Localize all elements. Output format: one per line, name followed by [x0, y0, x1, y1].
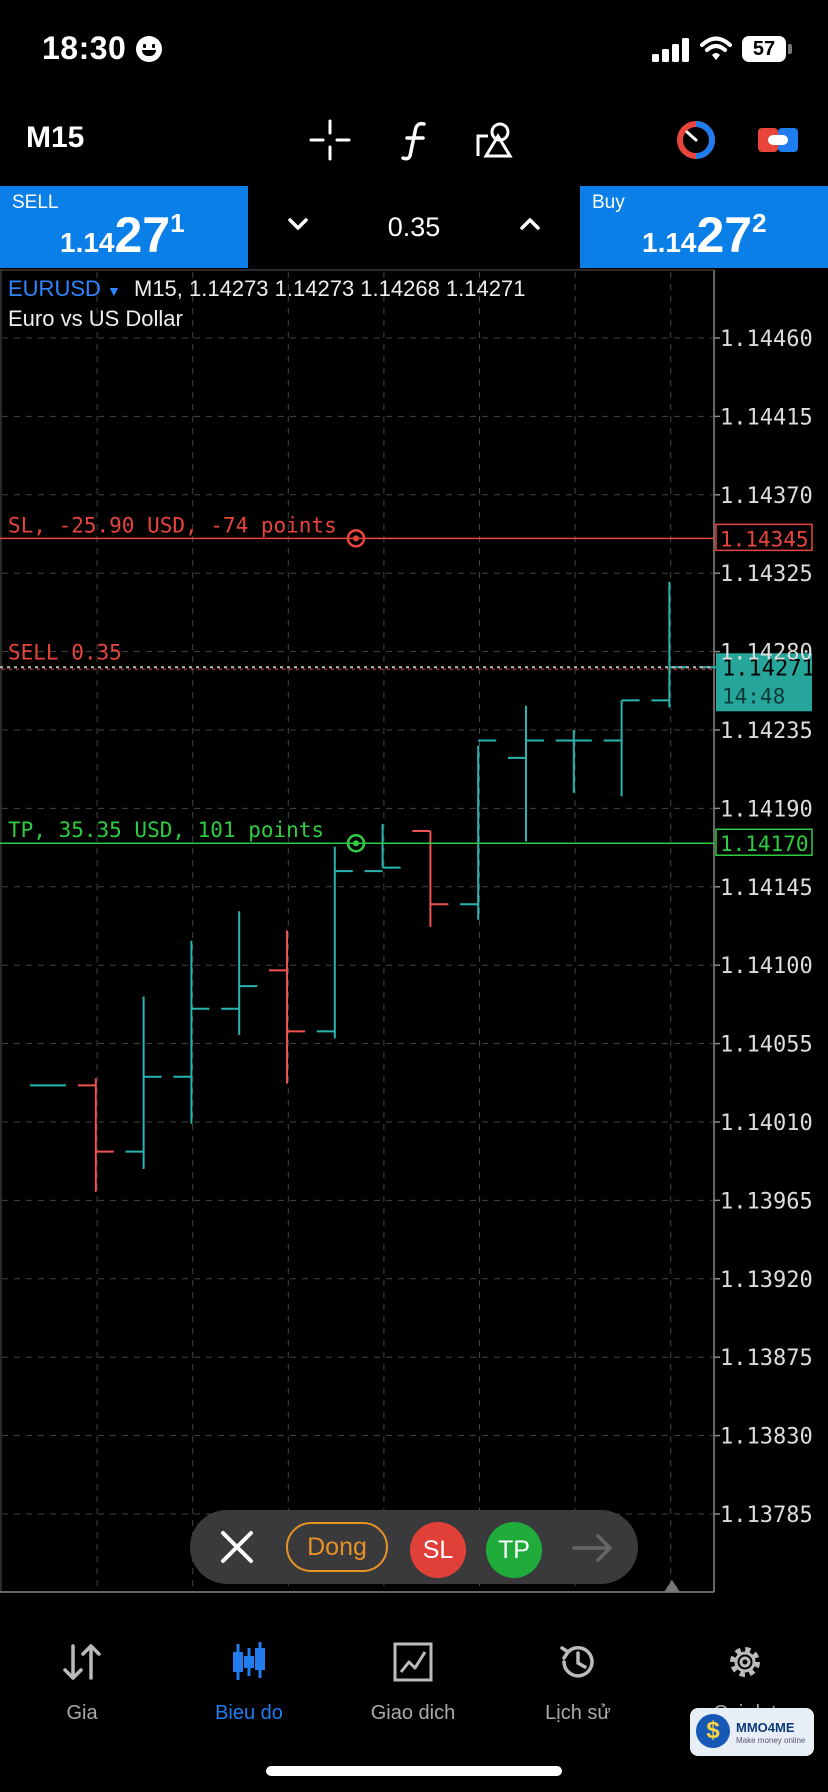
nav-label: Giao dich: [370, 1702, 456, 1724]
ohlc-bar: [460, 739, 497, 920]
price-axis-label: 1.14010: [720, 1111, 813, 1136]
price-axis-label: 1.14370: [720, 484, 813, 509]
battery-indicator: 57: [742, 36, 786, 62]
timeframe-button[interactable]: M15: [26, 121, 85, 154]
ohlc-bar: [221, 911, 258, 1035]
battery-tip: [788, 44, 792, 54]
buy-button[interactable]: Buy 1.14272: [580, 186, 828, 268]
crosshair-icon[interactable]: [308, 118, 352, 162]
stop-loss-tag: 1.14345: [720, 527, 809, 551]
chevron-down-icon[interactable]: [280, 206, 316, 242]
smile-icon: [136, 36, 162, 62]
nav-trade[interactable]: Giao dich: [353, 1640, 473, 1725]
chart-bars: [30, 581, 783, 1192]
price-axis-label: 1.14190: [720, 797, 813, 822]
ohlc-bar: [125, 996, 162, 1170]
stop-loss-handle-dot: [353, 535, 359, 542]
take-profit-tag: 1.14170: [720, 832, 809, 856]
price-axis-label: 1.14100: [720, 954, 813, 979]
price-axis-label: 1.14280: [720, 641, 813, 666]
current-price-tag: 1.14271: [722, 656, 815, 681]
take-profit-label: TP, 35.35 USD, 101 points: [8, 818, 324, 842]
one-click-trading-icon[interactable]: [756, 118, 800, 162]
close-icon[interactable]: [214, 1524, 260, 1570]
gear-icon: [730, 1647, 760, 1677]
line-chart-icon: [393, 1642, 433, 1682]
status-time: 18:30: [42, 30, 127, 66]
history-icon: [560, 1646, 594, 1678]
nav-quotes[interactable]: Gia: [22, 1640, 142, 1725]
arrows-up-down-icon: [63, 1644, 101, 1680]
ohlc-bar: [77, 1078, 114, 1192]
ohlc-bar: [316, 846, 353, 1039]
buy-label: Buy: [592, 192, 625, 213]
price-chart[interactable]: SL, -25.90 USD, -74 points 1.14345 SELL 0.…: [0, 268, 828, 1598]
trade-lines: SL, -25.90 USD, -74 points 1.14345 SELL 0.…: [0, 513, 815, 856]
chart-grid: [0, 269, 715, 1593]
current-price-tag-box: [716, 653, 812, 712]
price-axis-label: 1.14325: [720, 562, 813, 587]
ohlc-bar: [651, 581, 688, 708]
ohlc-bar: [364, 824, 401, 873]
stop-loss-handle-icon: [346, 529, 366, 548]
ohlc-bar: [412, 830, 449, 927]
price-axis-label: 1.13785: [720, 1503, 813, 1528]
stop-loss-label: SL, -25.90 USD, -74 points: [8, 513, 337, 537]
price-axis-label: 1.13875: [720, 1346, 813, 1371]
chart-ohlc: M15, 1.14273 1.14273 1.14268 1.14271: [134, 276, 526, 301]
take-profit-handle-dot: [353, 840, 359, 847]
bar-countdown-label: 14:48: [722, 684, 785, 708]
price-axis-label: 1.14415: [720, 405, 813, 430]
sell-position-label: SELL 0.35: [8, 640, 122, 664]
scroll-marker-icon: [664, 1580, 680, 1592]
take-profit-button[interactable]: TP: [486, 1522, 542, 1578]
trade-mode-icon[interactable]: [674, 118, 718, 162]
sell-price: 1.14271: [60, 207, 185, 263]
ohlc-bar: [555, 730, 592, 793]
close-position-button[interactable]: Dong: [286, 1522, 388, 1572]
nav-label: Lịch sử: [545, 1702, 611, 1724]
candlestick-icon: [233, 1642, 265, 1680]
dollar-coin-icon: $: [696, 1714, 730, 1748]
chart-symbol[interactable]: EURUSD ▼: [8, 276, 121, 301]
ohlc-bar: [269, 930, 305, 1084]
price-axis-label: 1.13830: [720, 1425, 813, 1450]
nav-chart[interactable]: Bieu do: [189, 1640, 309, 1725]
price-axis-label: 1.14055: [720, 1033, 813, 1058]
price-axis-label: 1.13920: [720, 1268, 813, 1293]
time-axis-label: 10 Jun 11:00: [4, 1597, 163, 1598]
chart-description: Euro vs US Dollar: [8, 306, 183, 331]
wifi-icon: [700, 36, 732, 60]
price-axis-label: 1.14460: [720, 327, 813, 352]
nav-label: Bieu do: [215, 1702, 283, 1724]
nav-label: Gia: [66, 1702, 98, 1724]
time-axis-label: 10 Jun 14:00: [580, 1597, 739, 1598]
objects-icon[interactable]: [474, 118, 518, 162]
price-axis-label: 1.14145: [720, 876, 813, 901]
time-axis-label: 10 Jun 12:00: [196, 1597, 355, 1598]
ohlc-bar: [603, 699, 640, 797]
take-profit-tag-box: [715, 828, 813, 856]
ohlc-bar: [173, 940, 210, 1124]
chart-axes: 1.144601.144151.143701.143251.142801.142…: [4, 327, 813, 1598]
nav-history[interactable]: Lịch sử: [518, 1640, 638, 1725]
time-axis-label: 10 Jun 13:00: [388, 1597, 547, 1598]
sell-button[interactable]: SELL 1.14271: [0, 186, 248, 268]
cellular-signal-icon: [652, 38, 690, 62]
watermark-logo: $ MMO4ME Make money online: [690, 1708, 814, 1756]
arrow-right-icon: [572, 1534, 612, 1562]
sell-label: SELL: [12, 192, 59, 213]
price-axis-label: 1.14235: [720, 719, 813, 744]
ohlc-bar: [508, 705, 544, 842]
chevron-up-icon[interactable]: [512, 206, 548, 242]
buy-price: 1.14272: [642, 207, 767, 263]
lot-size-field[interactable]: 0.35: [387, 212, 441, 242]
home-indicator: [266, 1766, 562, 1776]
price-axis-label: 1.13965: [720, 1189, 813, 1214]
indicators-icon[interactable]: [394, 118, 438, 162]
take-profit-handle-icon: [346, 833, 366, 853]
stop-loss-button[interactable]: SL: [410, 1522, 466, 1578]
stop-loss-tag-box: [715, 523, 813, 552]
